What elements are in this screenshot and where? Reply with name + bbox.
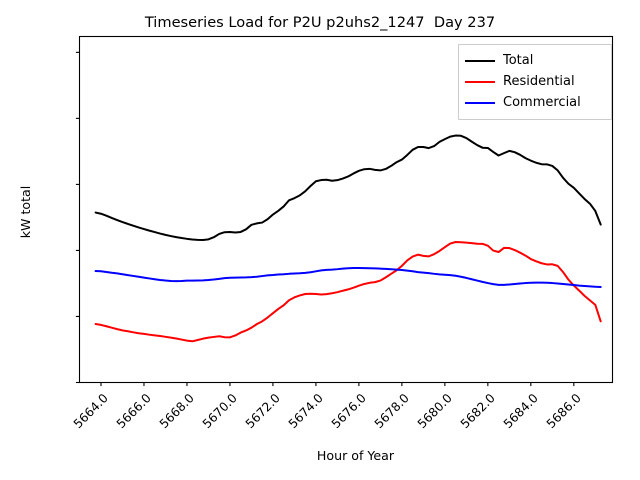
series-line-commercial <box>94 267 602 289</box>
legend-swatch-commercial <box>465 101 495 104</box>
legend-label-commercial: Commercial <box>503 95 581 110</box>
chart-legend: Total Residential Commercial <box>458 44 612 120</box>
axes-frame <box>78 35 614 384</box>
legend-swatch-total <box>465 59 495 62</box>
series-line-total <box>94 134 602 242</box>
legend-label-total: Total <box>503 53 534 68</box>
legend-swatch-residential <box>465 80 495 83</box>
legend-label-residential: Residential <box>503 74 575 89</box>
chart-title: Timeseries Load for P2U p2uhs2_1247 Day … <box>144 14 496 31</box>
series-line-residential <box>94 240 602 343</box>
legend-item-total: Total <box>465 50 605 71</box>
legend-item-commercial: Commercial <box>465 92 605 113</box>
legend-item-residential: Residential <box>465 71 605 92</box>
y-axis-label: kW total <box>18 185 33 239</box>
x-axis-label: Hour of Year <box>316 448 395 463</box>
